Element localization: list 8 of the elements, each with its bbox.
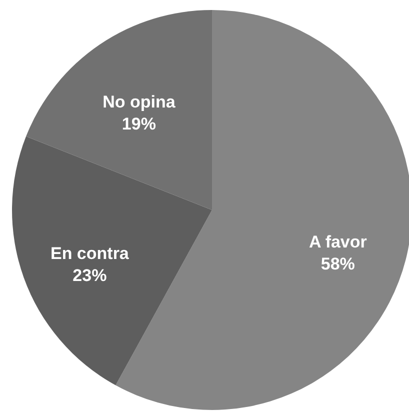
slice-label: En contra: [50, 244, 130, 264]
slice-label: A favor: [308, 232, 368, 252]
pie-slice: [26, 10, 212, 210]
slice-label: No opina: [102, 92, 176, 112]
data-label: 19%: [122, 114, 156, 134]
pie-slice: [12, 136, 212, 386]
data-label: 23%: [72, 266, 107, 286]
data-label: 58%: [320, 254, 355, 274]
